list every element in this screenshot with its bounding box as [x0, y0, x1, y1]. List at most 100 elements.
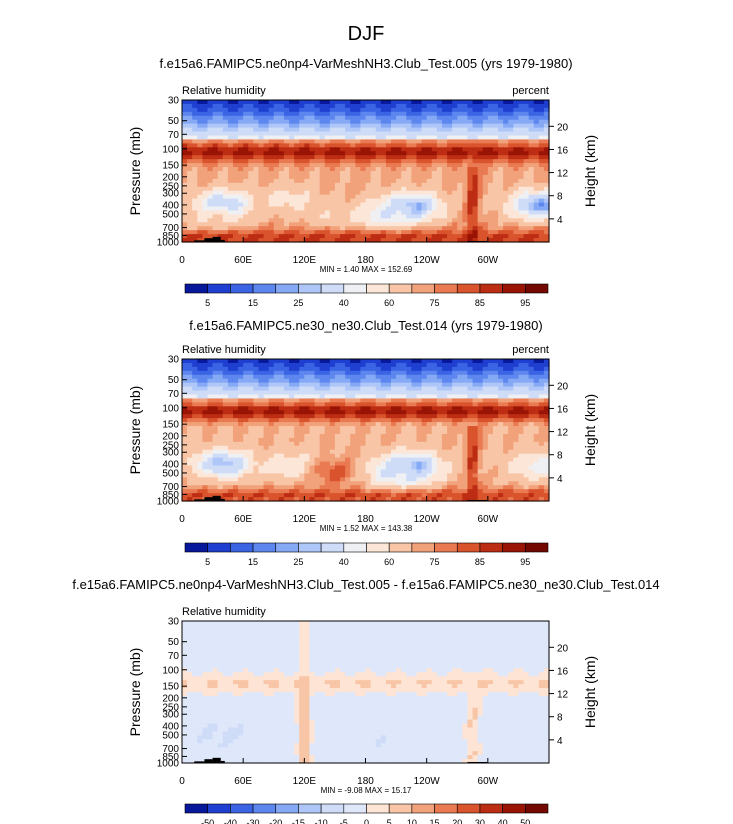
heatmap-cell [396, 107, 402, 113]
heatmap-cell [421, 430, 428, 435]
heatmap-cell [533, 222, 540, 227]
heatmap-cell [355, 465, 362, 471]
heatmap-cell [278, 370, 285, 376]
heatmap-cell [513, 151, 520, 156]
heatmap-cell [187, 151, 193, 156]
heatmap-cell [375, 473, 382, 478]
heatmap-cell [482, 131, 489, 137]
heatmap-cell [452, 139, 458, 144]
heatmap-cell [283, 103, 290, 109]
heatmap-cell [477, 374, 484, 380]
heatmap-cell [426, 198, 433, 204]
heatmap-cell [426, 218, 433, 223]
heatmap-cell [263, 226, 270, 231]
heatmap-cell [283, 461, 290, 467]
heatmap-cell [457, 453, 463, 459]
heatmap-cell [533, 202, 540, 208]
heatmap-cell [477, 441, 484, 447]
heatmap-cell [324, 194, 331, 200]
heatmap-cell [482, 100, 489, 105]
heatmap-cell [222, 139, 229, 144]
heatmap-cell [273, 410, 280, 415]
heatmap-cell [238, 218, 244, 223]
heatmap-cell [406, 394, 412, 400]
heatmap-cell [508, 202, 514, 208]
heatmap-cell [538, 210, 545, 215]
heatmap-cell [309, 182, 316, 188]
heatmap-cell [421, 362, 428, 368]
heatmap-cell [324, 206, 331, 212]
colorbar-swatch [525, 283, 549, 294]
heatmap-cell [227, 418, 234, 423]
heatmap-cell [222, 433, 229, 439]
heatmap-cell [345, 222, 351, 227]
heatmap-cell [452, 457, 458, 463]
heatmap-cell [406, 238, 412, 243]
heatmap-cell [498, 430, 504, 435]
heatmap-cell [248, 418, 254, 423]
heatmap-cell [462, 382, 469, 388]
heatmap-cell [457, 402, 463, 407]
heatmap-cell [217, 194, 224, 200]
heatmap-cell [319, 178, 326, 184]
heatmap-cell [273, 100, 280, 105]
heatmap-cell [263, 171, 270, 176]
heatmap-cell [258, 234, 265, 239]
heatmap-cell [390, 139, 397, 144]
heatmap-cell [436, 123, 443, 129]
heatmap-cell [182, 362, 188, 368]
heatmap-cell [350, 362, 356, 368]
heatmap-cell [503, 410, 509, 415]
heatmap-cell [283, 473, 290, 478]
heatmap-cell [472, 206, 479, 212]
heatmap-cell [396, 123, 402, 129]
heatmap-cell [441, 402, 448, 407]
heatmap-cell [243, 449, 249, 455]
heatmap-cell [508, 234, 514, 239]
heatmap-cell [467, 461, 474, 467]
heatmap-cell [340, 222, 346, 227]
heatmap-cell [538, 398, 545, 403]
heatmap-cell [243, 366, 249, 372]
heatmap-cell [350, 234, 356, 239]
heatmap-cell [334, 374, 341, 380]
heatmap-cell [294, 465, 300, 471]
heatmap-cell [345, 143, 351, 148]
heatmap-cell [222, 414, 229, 419]
heatmap-cell [513, 418, 520, 423]
heatmap-cell [370, 414, 377, 419]
heatmap-cell [452, 163, 458, 168]
heatmap-cell [294, 394, 300, 400]
heatmap-cell [324, 159, 331, 164]
heatmap-cell [533, 234, 540, 239]
heatmap-cell [299, 426, 305, 431]
heatmap-cell [538, 453, 545, 459]
heatmap-cell [421, 214, 428, 219]
heatmap-cell [503, 163, 509, 168]
heatmap-cell [319, 210, 326, 215]
heatmap-cell [462, 437, 469, 443]
heatmap-cell [462, 127, 469, 133]
heatmap-cell [462, 198, 469, 204]
heatmap-cell [416, 386, 423, 392]
heatmap-cell [355, 198, 362, 204]
heatmap-cell [182, 378, 188, 384]
heatmap-cell [503, 234, 509, 239]
heatmap-cell [360, 359, 367, 364]
heatmap-cell [350, 378, 356, 384]
heatmap-cell [222, 127, 229, 133]
heatmap-cell [411, 119, 418, 125]
heatmap-cell [452, 111, 458, 117]
heatmap-cell [533, 406, 540, 411]
heatmap-cell [278, 418, 285, 423]
heatmap-cell [492, 226, 499, 231]
heatmap-cell [385, 465, 392, 471]
heatmap-cell [212, 123, 219, 129]
heatmap-cell [370, 198, 377, 204]
heatmap-cell [441, 410, 448, 415]
heatmap-cell [370, 477, 377, 482]
heatmap-cell [508, 182, 514, 188]
heatmap-cell [390, 159, 397, 164]
heatmap-cell [472, 111, 479, 117]
heatmap-cell [533, 111, 540, 117]
